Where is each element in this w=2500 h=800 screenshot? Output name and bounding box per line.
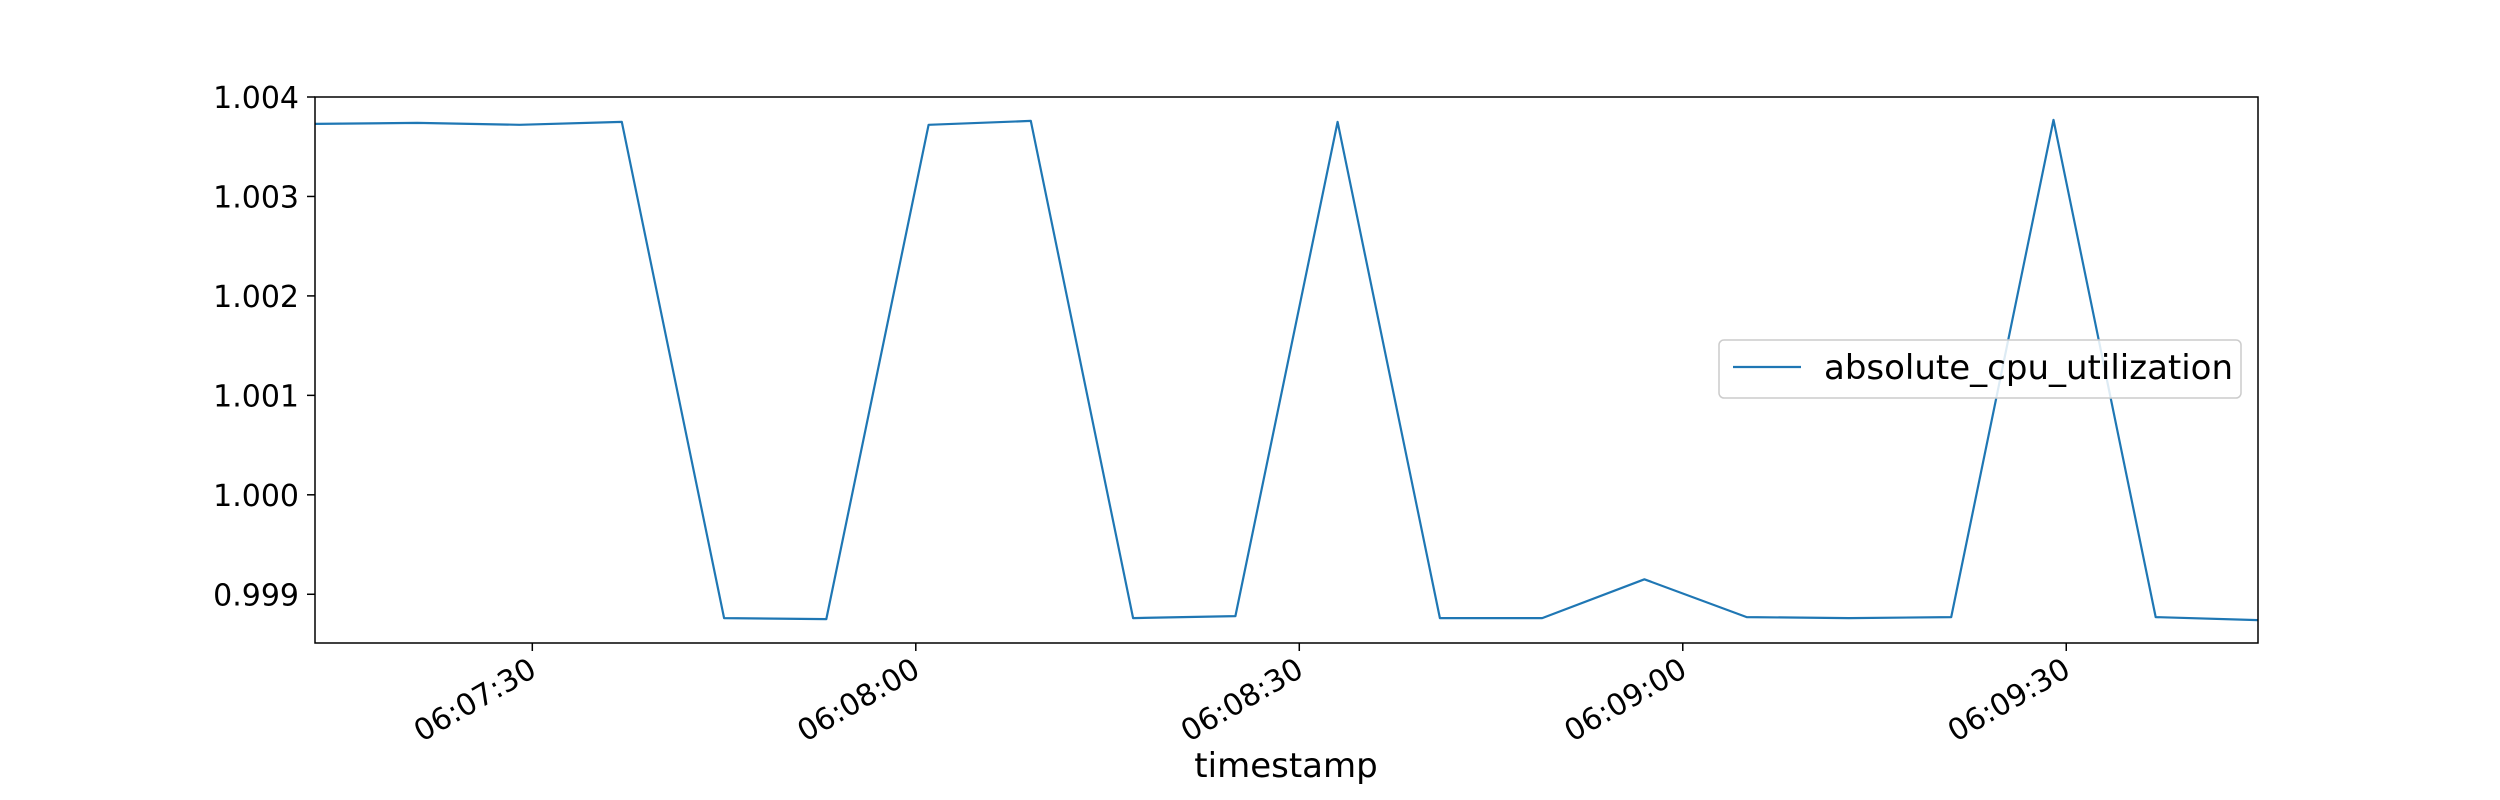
x-axis: 06:07:30 06:08:00 06:08:30 06:09:00 06:09:30 xyxy=(408,643,2076,749)
legend: absolute_cpu_utilization xyxy=(1718,339,2242,399)
x-tick-label: 06:09:00 xyxy=(1559,652,1693,750)
x-tick-label: 06:07:30 xyxy=(408,652,542,750)
y-tick-label: 1.002 xyxy=(213,280,299,315)
series-line-0 xyxy=(314,118,2259,622)
x-tick-label: 06:08:00 xyxy=(792,652,926,750)
y-tick-label: 1.004 xyxy=(213,81,299,116)
x-tick-label: 06:09:30 xyxy=(1942,652,2076,750)
y-axis: 0.999 1.000 1.001 1.002 1.003 1.004 xyxy=(213,81,315,613)
y-tick-label: 1.000 xyxy=(213,479,299,514)
x-axis-title: timestamp xyxy=(1194,746,1377,786)
y-tick-label: 0.999 xyxy=(213,578,299,613)
legend-frame xyxy=(1718,339,2242,399)
x-tick-label: 06:08:30 xyxy=(1175,652,1309,750)
legend-label: absolute_cpu_utilization xyxy=(1824,348,2233,388)
y-tick-label: 1.003 xyxy=(213,180,299,215)
plot-frame xyxy=(314,96,2259,644)
y-tick-label: 1.001 xyxy=(213,379,299,414)
series-layer xyxy=(314,118,2259,622)
